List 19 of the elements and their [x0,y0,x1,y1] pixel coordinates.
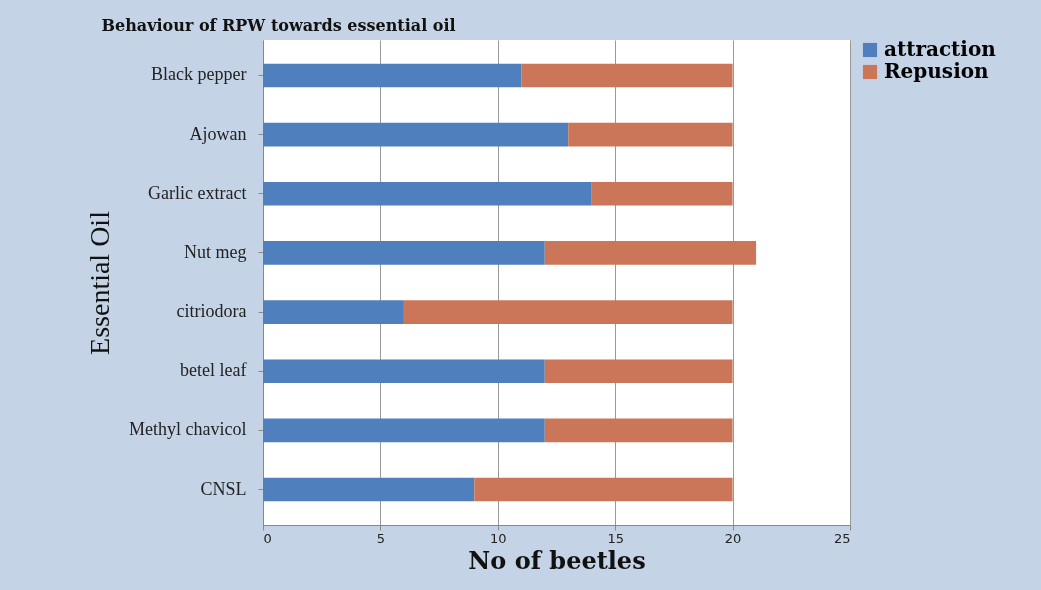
chart-title: Behaviour of RPW towards essential oil [101,16,456,35]
x-tick-label: 25 [833,530,851,546]
y-tick-label: Ajowan [189,123,247,144]
x-tick-label: 10 [490,530,507,546]
y-tick-label: betel leaf [180,360,247,381]
y-tick-label: Black pepper [151,64,247,85]
x-tick-label: 15 [607,530,624,546]
y-tick-label: citriodora [176,301,247,322]
x-axis-title: No of beetles [468,545,646,575]
x-tick-label: 0 [263,530,272,546]
y-tick-label: Garlic extract [148,182,247,203]
legend-label: Repusion [884,59,990,83]
y-axis-title: Essential Oil [84,210,116,355]
x-tick-label: 5 [376,530,386,546]
x-tick-label: 20 [724,530,742,546]
y-tick-label: CNSL [200,478,247,499]
y-tick-label: Nut meg [184,241,247,262]
legend-label: attraction [884,37,997,61]
y-tick-label: Methyl chavicol [129,419,247,440]
